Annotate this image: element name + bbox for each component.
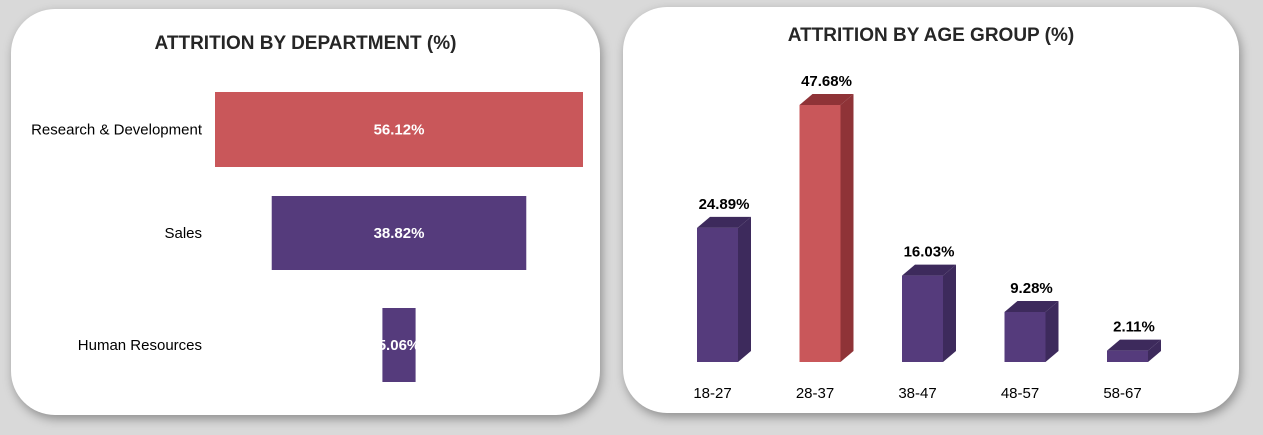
department-category-label: Sales (164, 225, 202, 242)
age-group-value-label: 24.89% (699, 196, 750, 213)
department-category-label: Research & Development (31, 122, 203, 139)
age-group-bar-1 (799, 94, 854, 362)
age-group-chart-title: ATTRITION BY AGE GROUP (%) (787, 25, 1075, 46)
department-category-label: Human Resources (78, 337, 202, 354)
age-group-bar-4 (1107, 339, 1161, 362)
age-group-chart-card: ATTRITION BY AGE GROUP (%) 24.89% 18-27 47… (623, 7, 1239, 413)
age-group-bar-0 (697, 216, 751, 362)
age-group-bar-2 (902, 264, 956, 362)
department-chart-title: ATTRITION BY DEPARTMENT (%) (154, 33, 457, 54)
department-value-label: 5.06% (378, 337, 421, 354)
age-group-value-label: 2.11% (1113, 319, 1155, 336)
age-group-bar-chart: 24.89% 18-27 47.68% 28-37 16.03% 38-47 9.28% 48… (693, 73, 1161, 402)
department-bar-2 (382, 308, 416, 382)
department-bar-1 (271, 196, 527, 270)
age-group-value-label: 16.03% (904, 244, 955, 261)
age-group-category-label: 48-57 (1001, 385, 1039, 402)
age-group-bar-3 (1004, 300, 1059, 362)
age-group-category-label: 58-67 (1103, 385, 1141, 402)
department-bar-chart: Research & Development 56.12% Sales 38.82% H… (31, 92, 583, 382)
age-group-category-label: 38-47 (898, 385, 936, 402)
age-group-value-label: 47.68% (801, 73, 852, 90)
department-bar-0 (215, 92, 583, 167)
department-value-label: 56.12% (374, 122, 425, 139)
department-chart-card: ATTRITION BY DEPARTMENT (%) Research & D… (11, 9, 600, 415)
age-group-category-label: 18-27 (693, 385, 731, 402)
age-group-value-label: 9.28% (1010, 280, 1053, 297)
age-group-category-label: 28-37 (796, 385, 834, 402)
department-value-label: 38.82% (374, 225, 425, 242)
